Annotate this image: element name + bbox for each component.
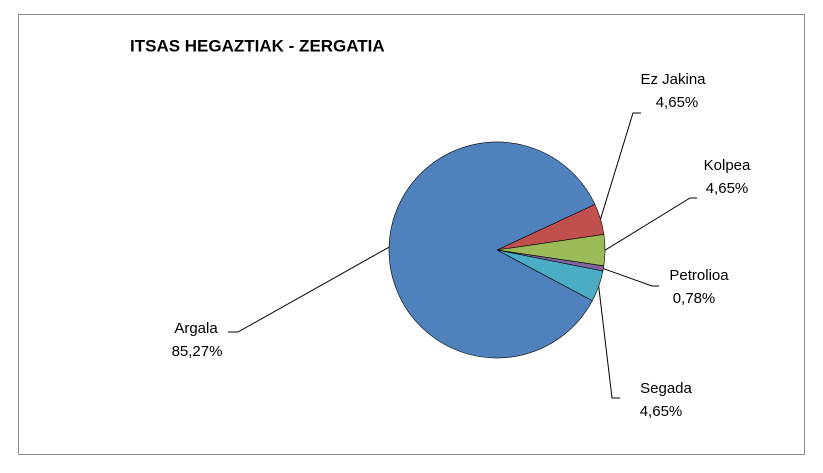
leader-line [228, 246, 390, 333]
slice-label: Argala [174, 320, 218, 337]
pie-slice [388, 141, 596, 359]
slice-value-label: 0,78% [673, 290, 716, 307]
slice-label: Ez Jakina [640, 71, 706, 88]
leader-line [604, 197, 697, 251]
leader-line [598, 286, 620, 399]
slice-value-label: 4,65% [706, 180, 749, 197]
slice-label: Segada [640, 380, 692, 397]
slice-label: Kolpea [704, 157, 751, 174]
slice-value-label: 85,27% [172, 343, 223, 360]
chart-title: ITSAS HEGAZTIAK - ZERGATIA [130, 36, 385, 55]
slice-value-label: 4,65% [656, 94, 699, 111]
slice-label: Petrolioa [669, 267, 729, 284]
slice-value-label: 4,65% [640, 403, 683, 420]
leader-line [600, 112, 641, 220]
leader-line [603, 268, 659, 287]
